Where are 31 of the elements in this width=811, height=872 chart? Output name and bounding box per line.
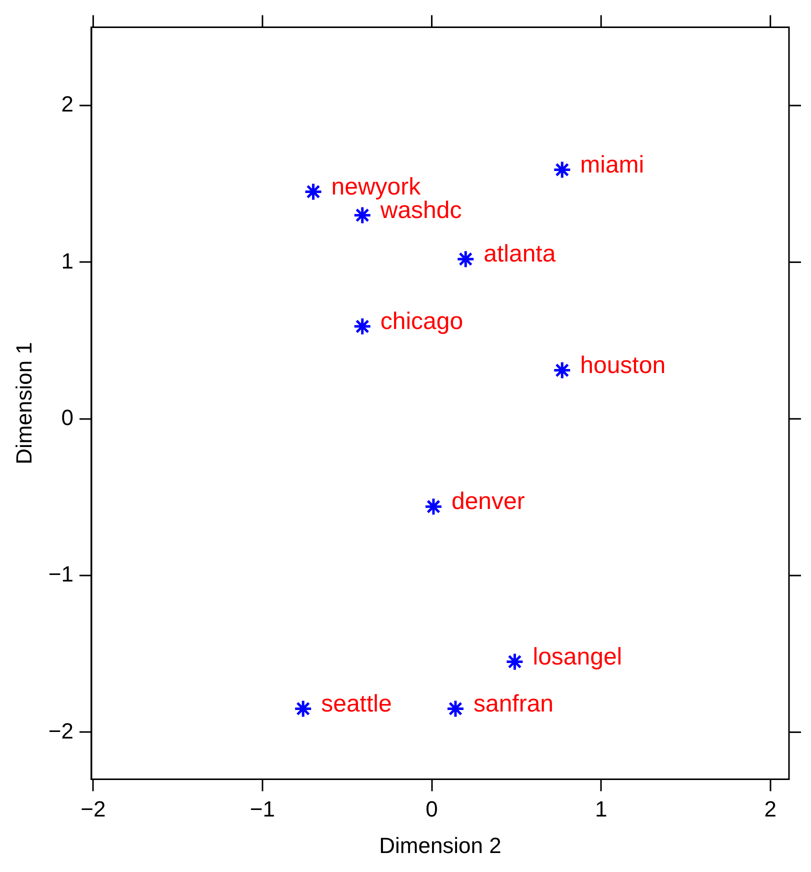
- point: [424, 497, 443, 516]
- annotation: seattle: [321, 690, 392, 718]
- annotation: chicago: [380, 308, 464, 336]
- x-axis-title: Dimension 2: [379, 832, 502, 858]
- annotation: houston: [580, 352, 666, 379]
- y-tick-label: 2: [61, 92, 74, 117]
- x-tick-label: 2: [764, 796, 776, 822]
- y-tick-label: 0: [61, 404, 74, 430]
- point: [456, 250, 475, 268]
- x-tick-label: −2: [80, 796, 106, 822]
- annotation: newyork: [331, 173, 422, 200]
- annotation: losangel: [532, 643, 622, 670]
- y-tick-label: −2: [48, 718, 74, 744]
- annotation: denver: [451, 488, 525, 516]
- y-tick-label: −1: [48, 562, 74, 587]
- annotation: miami: [580, 151, 644, 178]
- annotation: atlanta: [484, 240, 556, 268]
- x-tick-label: −1: [250, 796, 276, 822]
- point: [353, 317, 372, 336]
- point: [294, 699, 312, 718]
- point: [552, 361, 572, 380]
- y-axis-title: Dimension 1: [11, 342, 36, 464]
- point: [353, 206, 372, 224]
- x-tick-label: 0: [426, 796, 438, 822]
- annotation: sanfran: [473, 690, 554, 718]
- point: [304, 182, 323, 201]
- point: [552, 160, 572, 180]
- x-tick-label: 1: [594, 796, 608, 822]
- y-tick-label: 1: [61, 248, 74, 274]
- point: [446, 699, 465, 718]
- point: [505, 652, 524, 671]
